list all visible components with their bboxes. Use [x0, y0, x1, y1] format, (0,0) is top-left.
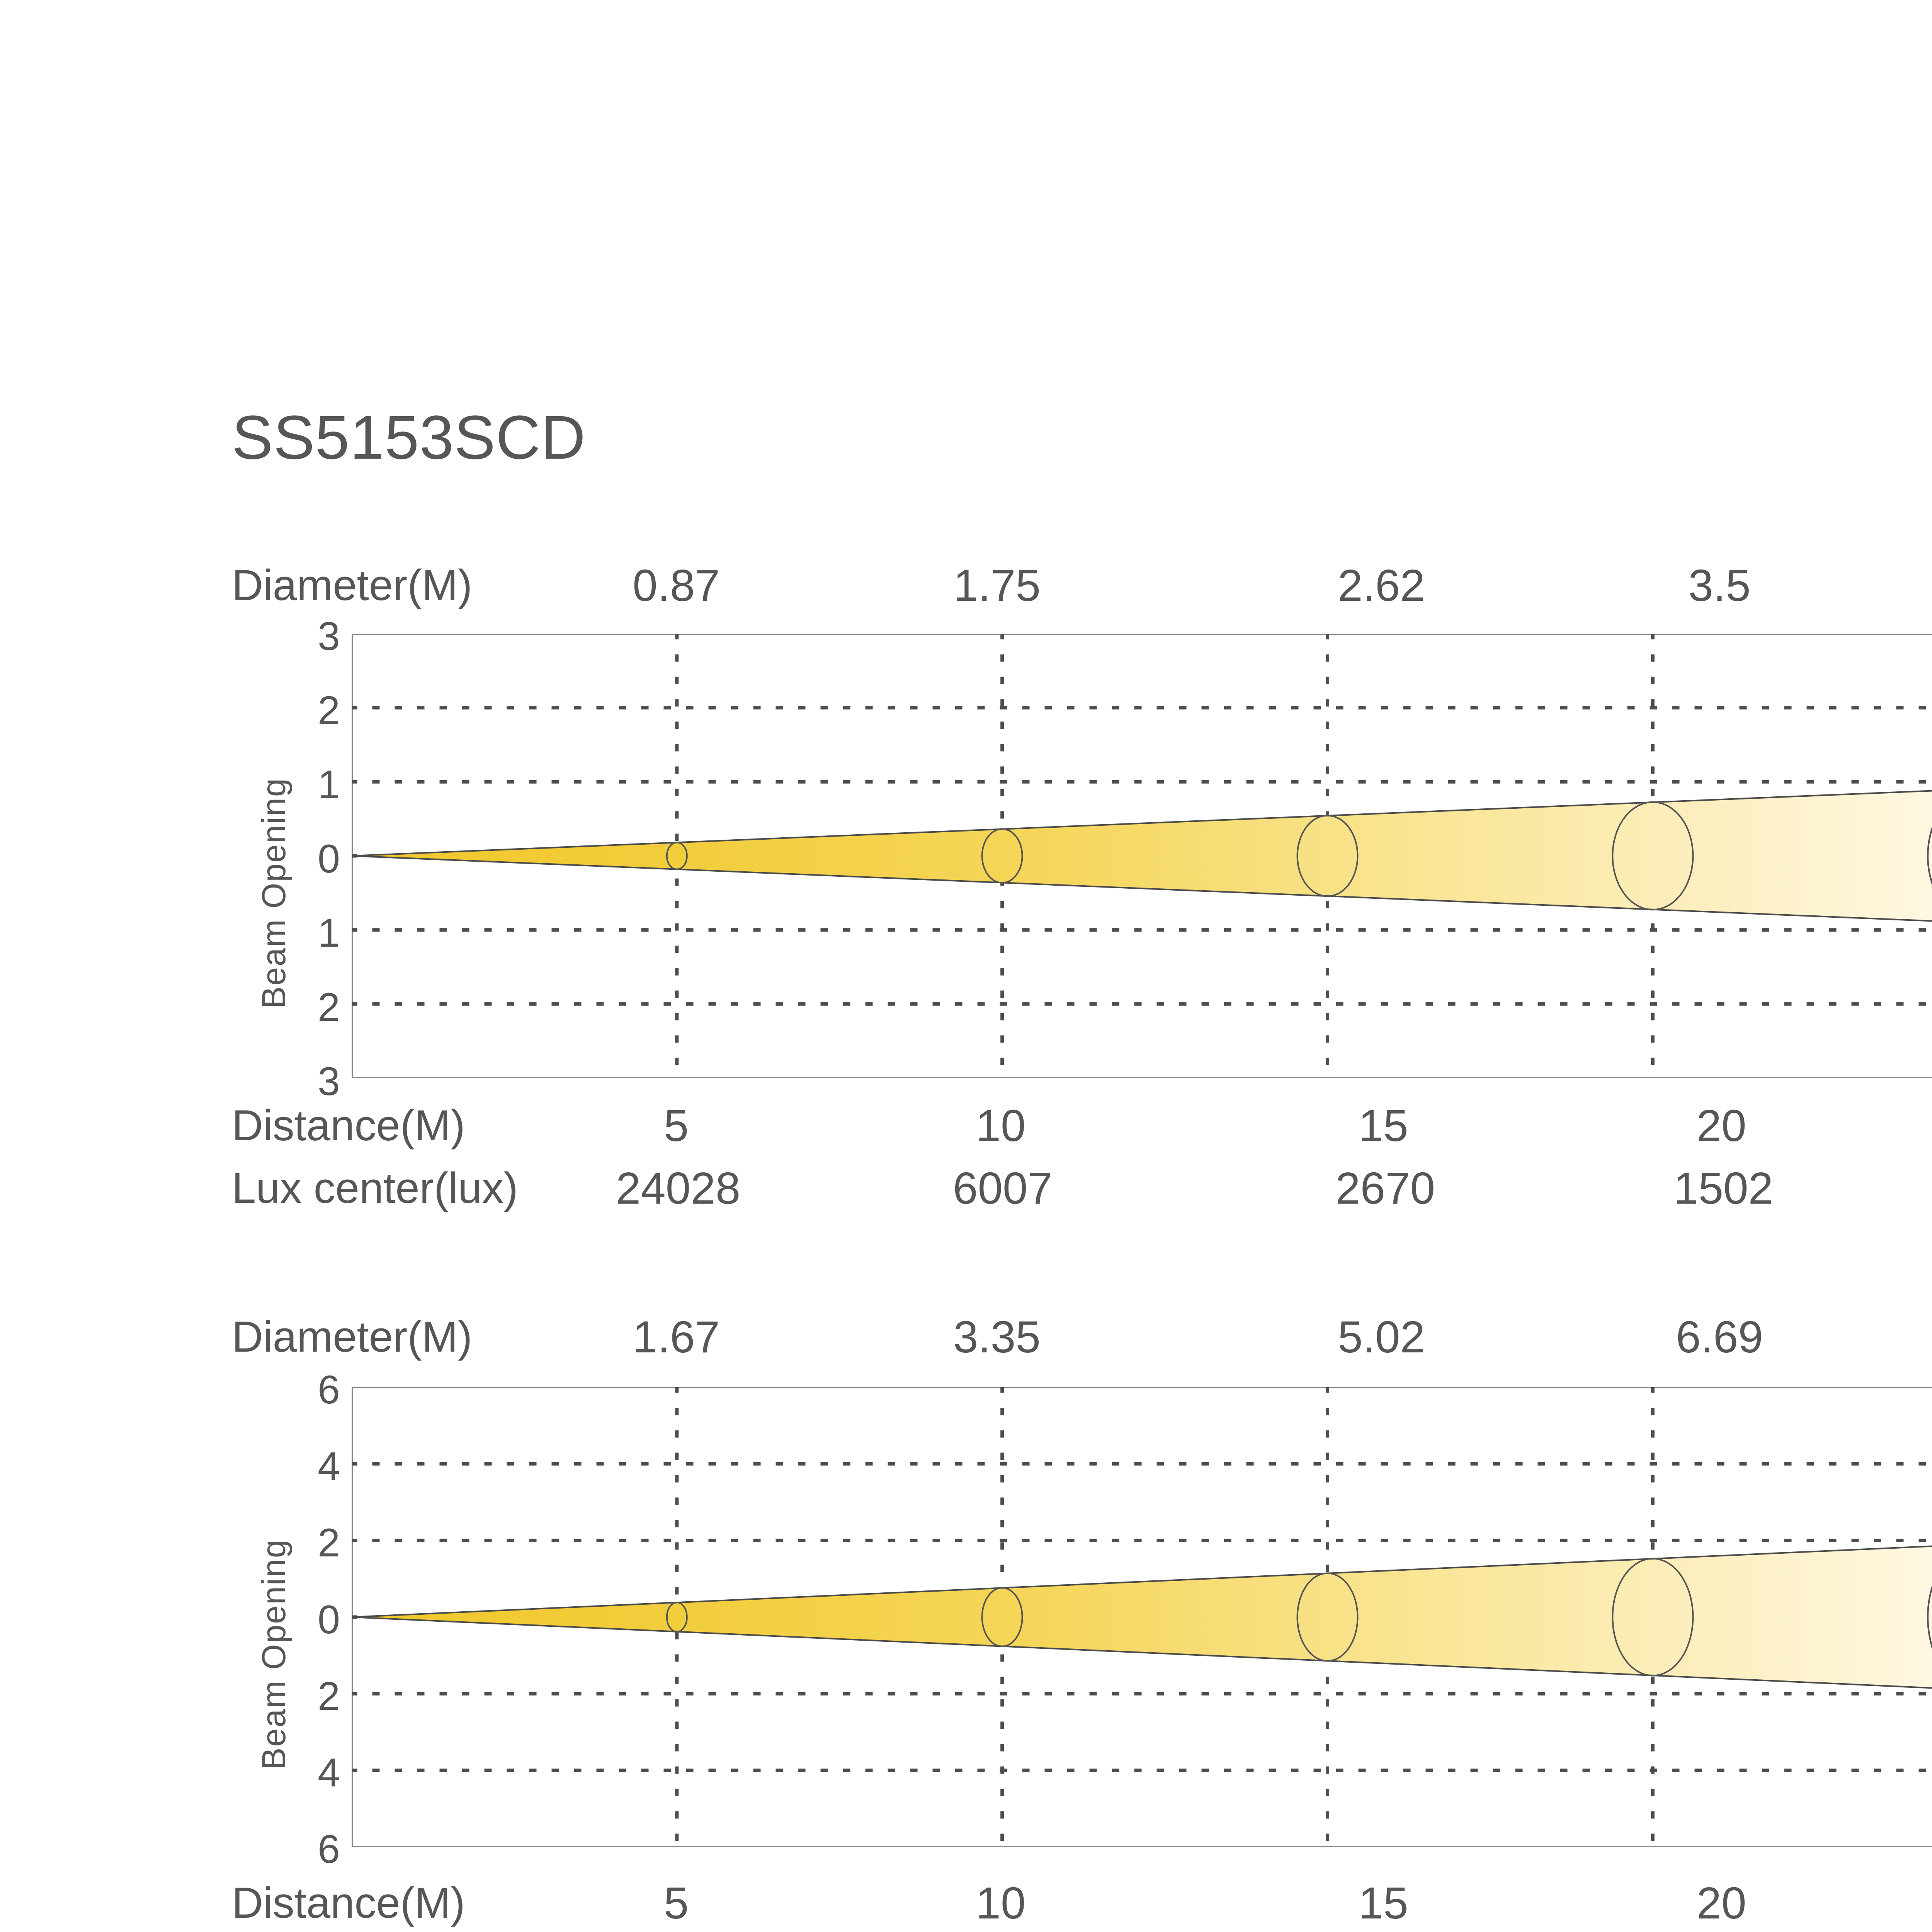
distance-value-4: 20 [1696, 1100, 1747, 1151]
distance-value-2: 10 [976, 1878, 1026, 1928]
diameter-value-15m: 5.02 [1338, 1312, 1425, 1362]
diameter-value-5m: 1.67 [633, 1312, 720, 1362]
y-tick-3-top: 3 [318, 614, 340, 659]
distance-value-1: 5 [663, 1878, 689, 1928]
diameter-row-label: Diameter(M) [232, 561, 473, 609]
y-tick-0: 0 [318, 1597, 340, 1642]
diameter-value-15m: 2.62 [1338, 560, 1425, 611]
diameter-value-10m: 1.75 [953, 560, 1041, 611]
distance-row-label: Distance(M) [232, 1101, 465, 1150]
beam-plot-graphic [352, 1387, 1932, 1847]
y-axis-title: Beam Opening [255, 777, 293, 1009]
distance-value-3: 15 [1358, 1100, 1408, 1151]
y-tick-1-bottom: 1 [318, 911, 340, 956]
y-tick-1-top: 1 [318, 762, 340, 807]
distance-value-2: 10 [976, 1100, 1026, 1151]
y-tick-2-top: 2 [318, 688, 340, 733]
y-tick-4-top: 4 [318, 1444, 340, 1489]
distance-value-1: 5 [663, 1100, 689, 1151]
distance-value-3: 15 [1358, 1878, 1408, 1928]
y-tick-3-bottom: 3 [318, 1059, 340, 1104]
page-title: SS5153SCD [232, 403, 586, 472]
y-tick-6-bottom: 6 [318, 1827, 340, 1872]
y-tick-2-bottom: 2 [318, 985, 340, 1030]
distance-value-4: 20 [1696, 1878, 1747, 1928]
y-tick-0: 0 [318, 837, 340, 881]
diameter-row-label: Diameter(M) [232, 1313, 473, 1361]
y-tick-6-top: 6 [318, 1367, 340, 1412]
diameter-value-10m: 3.35 [953, 1312, 1041, 1362]
y-axis-title: Beam Opening [255, 1539, 293, 1770]
lux-value-3: 2670 [1335, 1163, 1435, 1213]
lux-value-4: 1502 [1673, 1163, 1774, 1213]
diameter-value-20m: 6.69 [1676, 1312, 1763, 1362]
lux-row-label: Lux center(lux) [232, 1164, 518, 1212]
lux-value-1: 24028 [616, 1163, 741, 1213]
distance-row-label: Distance(M) [232, 1879, 465, 1927]
y-tick-2-top: 2 [318, 1520, 340, 1565]
diameter-value-20m: 3.5 [1688, 560, 1751, 611]
lux-value-2: 6007 [952, 1163, 1053, 1213]
diameter-value-5m: 0.87 [633, 560, 720, 611]
y-tick-4-bottom: 4 [318, 1750, 340, 1795]
beam-plot-graphic [352, 634, 1932, 1078]
y-tick-2-bottom: 2 [318, 1674, 340, 1719]
